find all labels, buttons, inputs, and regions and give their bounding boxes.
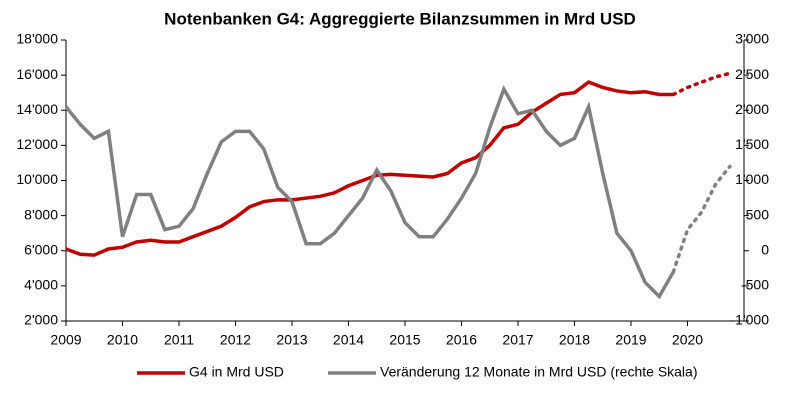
chart-title: Notenbanken G4: Aggreggierte Bilanzsumme… bbox=[164, 9, 636, 28]
x-tick-label: 2012 bbox=[220, 332, 251, 348]
y-tick-label: 4'000 bbox=[24, 277, 58, 293]
series-line bbox=[65, 80, 674, 257]
x-tick-label: 2018 bbox=[559, 332, 590, 348]
y2-tick-label: -500 bbox=[741, 277, 769, 293]
y-tick-label: 18'000 bbox=[16, 31, 58, 47]
x-tick-label: 2010 bbox=[107, 332, 138, 348]
series-line bbox=[64, 85, 675, 300]
y2-tick-label: 0 bbox=[761, 241, 769, 257]
y-tick-label: 6'000 bbox=[24, 241, 58, 257]
y-tick-label: 16'000 bbox=[16, 66, 58, 82]
y2-tick-label: 3'000 bbox=[735, 31, 769, 47]
x-tick-label: 2016 bbox=[446, 332, 477, 348]
legend-label: G4 in Mrd USD bbox=[189, 364, 284, 380]
y2-tick-label: 2'000 bbox=[735, 101, 769, 117]
x-tick-label: 2011 bbox=[164, 332, 194, 348]
y2-tick-label: 2'500 bbox=[735, 66, 769, 82]
y-tick-label: 10'000 bbox=[16, 171, 58, 187]
y2-tick-label: 1'000 bbox=[735, 171, 769, 187]
legend-label: Veränderung 12 Monate in Mrd USD (rechte… bbox=[380, 364, 698, 380]
x-tick-label: 2017 bbox=[502, 332, 533, 348]
series-projection bbox=[671, 164, 732, 274]
x-tick-label: 2015 bbox=[389, 332, 420, 348]
y2-tick-label: -1'000 bbox=[731, 312, 770, 328]
series-projection bbox=[671, 71, 732, 97]
y2-tick-label: 500 bbox=[746, 206, 770, 222]
y-tick-label: 8'000 bbox=[24, 206, 58, 222]
y-tick-label: 2'000 bbox=[24, 312, 58, 328]
y-tick-label: 14'000 bbox=[16, 101, 58, 117]
x-tick-label: 2013 bbox=[276, 332, 307, 348]
y-tick-label: 12'000 bbox=[16, 136, 58, 152]
x-tick-label: 2020 bbox=[672, 332, 703, 348]
x-tick-label: 2019 bbox=[615, 332, 646, 348]
y2-tick-label: 1'500 bbox=[735, 136, 769, 152]
x-tick-label: 2009 bbox=[50, 332, 81, 348]
x-tick-label: 2014 bbox=[333, 332, 364, 348]
